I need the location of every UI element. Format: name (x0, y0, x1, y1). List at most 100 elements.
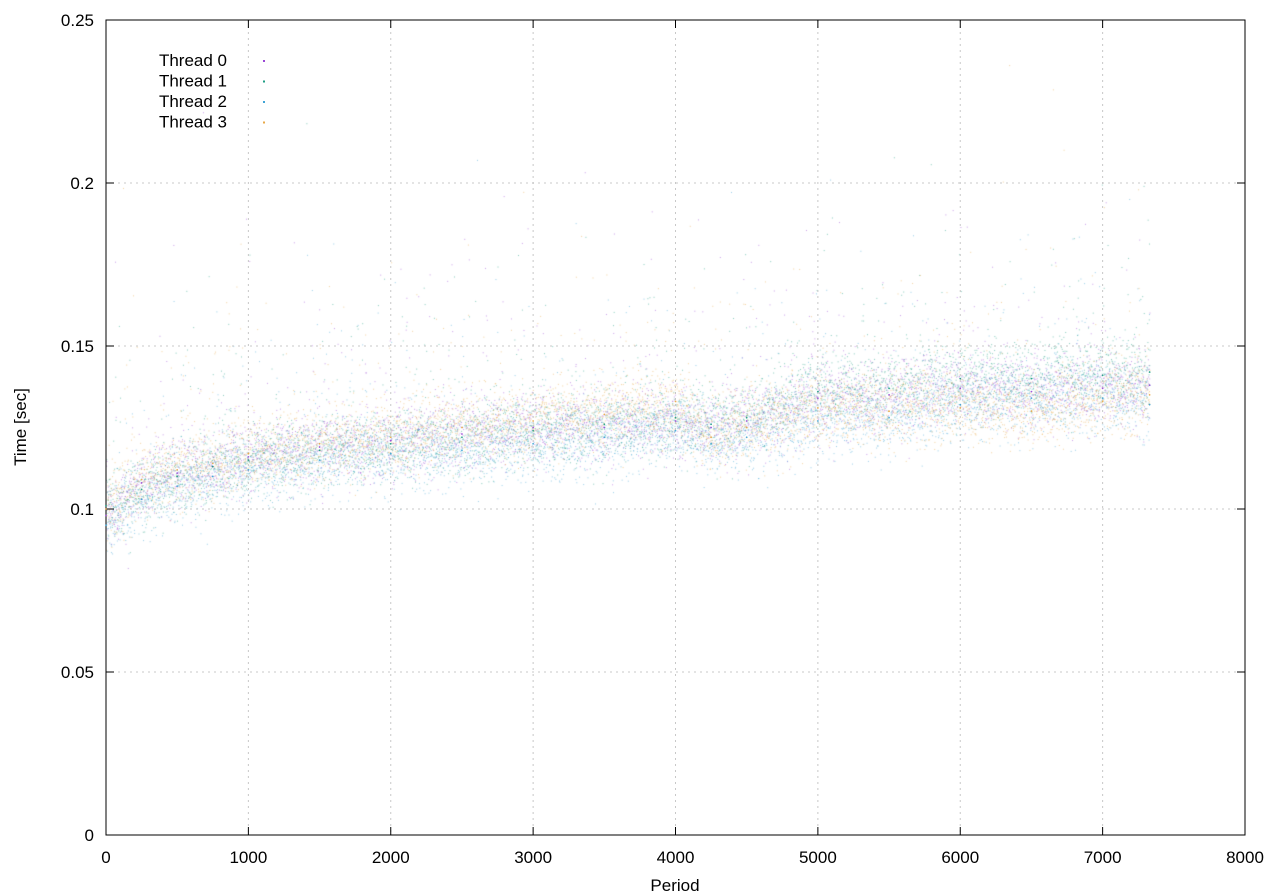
x-tick-label: 0 (101, 848, 110, 867)
data-point (247, 468, 250, 471)
data-point (532, 420, 535, 422)
data-point (959, 387, 962, 390)
data-point (140, 482, 143, 484)
legend-marker (263, 60, 265, 62)
data-point (389, 452, 392, 455)
data-point (1148, 371, 1151, 373)
data-point (318, 459, 321, 461)
x-tick-label: 8000 (1226, 848, 1264, 867)
data-point (816, 397, 819, 400)
data-point (1030, 390, 1033, 393)
data-point (959, 407, 962, 409)
data-point (1030, 377, 1033, 380)
x-tick-label: 5000 (799, 848, 837, 867)
x-tick-label: 2000 (372, 848, 410, 867)
data-point (532, 429, 535, 432)
data-point (211, 462, 214, 465)
data-point (674, 400, 677, 403)
data-point (532, 442, 535, 445)
data-point (140, 498, 143, 501)
data-point (1101, 397, 1104, 400)
series-3 (105, 394, 1151, 510)
data-point (389, 436, 392, 439)
x-tick-label: 4000 (657, 848, 695, 867)
data-point (1030, 397, 1033, 400)
legend-marker (263, 121, 265, 124)
axis-ticks (105, 19, 1246, 836)
data-point (176, 485, 179, 488)
series-2 (105, 397, 1151, 527)
data-point (318, 442, 321, 445)
data-point (176, 475, 179, 478)
data-point (710, 423, 712, 426)
data-point (105, 508, 107, 510)
data-point (247, 452, 250, 455)
data-point (1148, 384, 1151, 387)
data-point (745, 416, 748, 419)
data-point (1101, 374, 1104, 377)
data-point (176, 472, 179, 475)
y-tick-label: 0.1 (70, 500, 94, 519)
series-layer (105, 371, 1151, 527)
data-point (247, 459, 250, 461)
y-tick-labels: 0 0.05 0.1 0.15 0.2 0.25 (61, 11, 94, 845)
data-point (389, 442, 392, 445)
x-tick-label: 7000 (1084, 848, 1122, 867)
data-point (1148, 394, 1151, 396)
data-point (1101, 400, 1104, 403)
y-tick-label: 0.15 (61, 337, 94, 356)
y-axis-label: Time [sec] (11, 388, 30, 466)
data-point (247, 455, 250, 458)
y-tick-label: 0 (85, 826, 94, 845)
series-0 (105, 384, 1151, 517)
legend-marker (263, 101, 265, 103)
data-point (816, 407, 819, 409)
data-point (176, 468, 179, 471)
data-point (959, 377, 962, 380)
data-point (674, 420, 677, 422)
grid-lines (106, 20, 1245, 835)
data-point (816, 390, 819, 393)
x-tick-label: 1000 (229, 848, 267, 867)
data-point (603, 426, 606, 429)
data-point (211, 475, 214, 478)
data-point (745, 436, 748, 439)
data-point (461, 433, 463, 435)
data-point (888, 387, 890, 390)
data-point (710, 426, 712, 429)
legend-entry-label: Thread 2 (159, 92, 227, 111)
data-point (461, 449, 463, 452)
data-point (674, 416, 677, 419)
x-axis-label: Period (650, 876, 699, 895)
data-point (710, 442, 712, 445)
y-tick-label: 0.2 (70, 174, 94, 193)
data-point (318, 446, 321, 448)
legend-entry-label: Thread 1 (159, 72, 227, 91)
data-point (1030, 410, 1033, 413)
data-point (211, 465, 214, 468)
x-tick-label: 6000 (941, 848, 979, 867)
y-tick-label: 0.05 (61, 663, 94, 682)
x-tick-labels: 0 1000 2000 3000 4000 5000 6000 7000 8000 (101, 848, 1264, 867)
data-point (745, 420, 748, 422)
data-point (461, 426, 463, 429)
data-point (603, 413, 606, 416)
data-point (816, 420, 819, 422)
plot-frame (105, 19, 1246, 836)
legend-entry-label: Thread 0 (159, 51, 227, 70)
data-point (603, 423, 606, 426)
data-point (140, 478, 143, 481)
data-point (1101, 387, 1104, 390)
legend-marker (263, 80, 265, 83)
data-point (888, 410, 890, 413)
data-point (603, 436, 606, 439)
data-point (461, 436, 463, 439)
data-point (888, 416, 890, 419)
data-point (888, 394, 890, 396)
data-point (140, 488, 143, 491)
data-point (532, 426, 535, 429)
data-point (389, 439, 392, 442)
